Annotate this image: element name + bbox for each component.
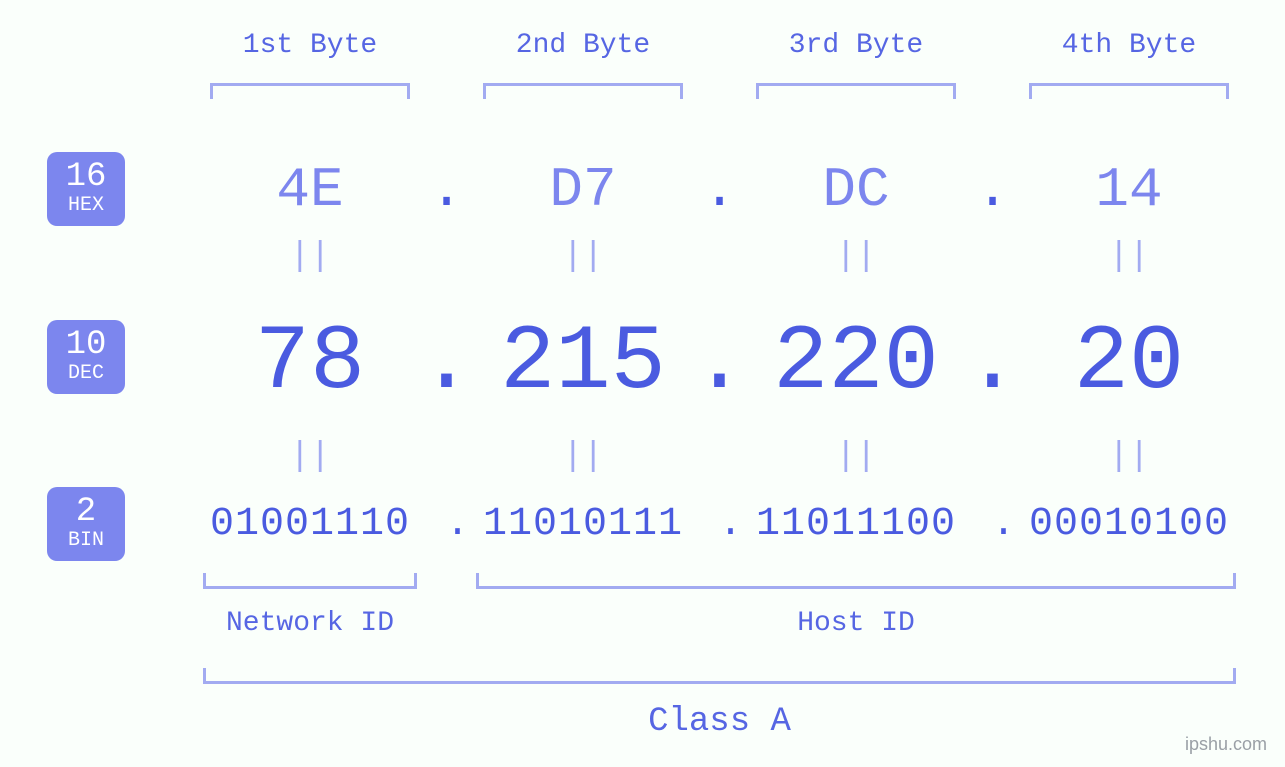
bracket-top-1	[210, 83, 410, 99]
eq2-1: ||	[210, 438, 410, 476]
dec-1: 78	[210, 310, 410, 415]
badge-bin-num: 2	[47, 495, 125, 529]
bin-4: 00010100	[1006, 502, 1252, 547]
badge-bin: 2 BIN	[47, 487, 125, 561]
badge-dec-num: 10	[47, 328, 125, 362]
dec-4: 20	[1029, 310, 1229, 415]
badge-dec: 10 DEC	[47, 320, 125, 394]
hex-dot-1: .	[410, 158, 483, 222]
eq1-4: ||	[1029, 238, 1229, 276]
label-class: Class A	[203, 703, 1236, 741]
eq2-3: ||	[756, 438, 956, 476]
bin-1: 01001110	[187, 502, 433, 547]
badge-hex: 16 HEX	[47, 152, 125, 226]
hex-2: D7	[483, 158, 683, 222]
bracket-network	[203, 573, 417, 589]
eq1-2: ||	[483, 238, 683, 276]
bracket-top-4	[1029, 83, 1229, 99]
byte-label-3: 3rd Byte	[756, 30, 956, 61]
bin-2: 11010111	[460, 502, 706, 547]
dec-2: 215	[483, 310, 683, 415]
badge-bin-lbl: BIN	[47, 531, 125, 551]
badge-hex-num: 16	[47, 160, 125, 194]
badge-dec-lbl: DEC	[47, 364, 125, 384]
eq1-1: ||	[210, 238, 410, 276]
dec-dot-3: .	[956, 310, 1029, 415]
bracket-class	[203, 668, 1236, 684]
eq2-4: ||	[1029, 438, 1229, 476]
bracket-host	[476, 573, 1236, 589]
bin-3: 11011100	[733, 502, 979, 547]
dec-dot-2: .	[683, 310, 756, 415]
label-host-id: Host ID	[476, 608, 1236, 639]
bracket-top-2	[483, 83, 683, 99]
dec-3: 220	[756, 310, 956, 415]
hex-dot-3: .	[956, 158, 1029, 222]
watermark: ipshu.com	[1185, 734, 1267, 755]
bracket-top-3	[756, 83, 956, 99]
hex-4: 14	[1029, 158, 1229, 222]
eq2-2: ||	[483, 438, 683, 476]
dec-dot-1: .	[410, 310, 483, 415]
eq1-3: ||	[756, 238, 956, 276]
hex-dot-2: .	[683, 158, 756, 222]
byte-label-1: 1st Byte	[210, 30, 410, 61]
hex-1: 4E	[210, 158, 410, 222]
hex-3: DC	[756, 158, 956, 222]
label-network-id: Network ID	[203, 608, 417, 639]
byte-label-4: 4th Byte	[1029, 30, 1229, 61]
badge-hex-lbl: HEX	[47, 196, 125, 216]
byte-label-2: 2nd Byte	[483, 30, 683, 61]
